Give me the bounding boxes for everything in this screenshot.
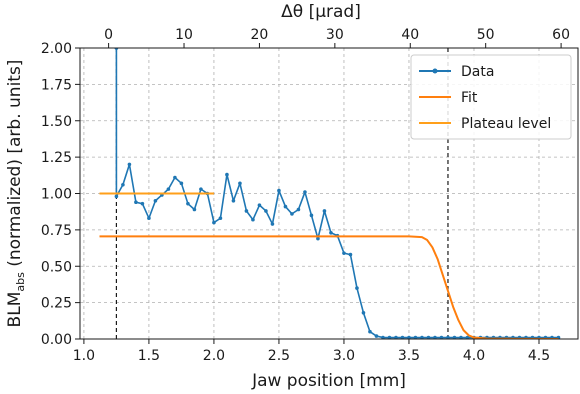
legend-label: Fit: [461, 90, 478, 106]
data-point: [238, 181, 242, 186]
data-point: [322, 209, 327, 213]
y-tick-label: 0.50: [41, 259, 72, 275]
data-point: [192, 207, 197, 212]
data-point: [121, 182, 125, 187]
x-axis-title: Jaw position [mm]: [251, 371, 406, 391]
data-point: [166, 187, 171, 191]
data-point: [225, 172, 229, 177]
data-point: [199, 187, 203, 191]
data-point: [426, 335, 431, 339]
legend-item: Data: [419, 64, 494, 80]
data-point: [316, 236, 320, 241]
x-tick-label: 1.5: [138, 348, 160, 364]
data-point: [153, 198, 158, 203]
data-point: [114, 194, 119, 199]
data-point: [329, 230, 333, 235]
x-tick-label: 2.5: [268, 348, 290, 364]
data-point: [452, 335, 457, 339]
y-axis-title-rest: (normalized) [arb. units]: [5, 60, 25, 273]
data-point: [361, 311, 366, 315]
series-fit: [99, 235, 559, 339]
legend-item: Fit: [419, 90, 478, 106]
data-point: [290, 212, 294, 216]
data-point: [140, 201, 145, 206]
legend-item: Plateau level: [419, 116, 551, 132]
data-point: [257, 203, 262, 207]
data-point: [355, 286, 359, 290]
x-tick-label: 4.0: [463, 348, 485, 364]
y-axis-title-main: BLM: [5, 292, 25, 328]
y-tick-label: 1.75: [41, 77, 72, 93]
data-point: [342, 251, 346, 255]
data-point: [283, 204, 288, 209]
data-point: [251, 217, 255, 222]
data-point: [459, 335, 463, 339]
x-tick-label: 1.0: [73, 348, 95, 364]
data-point: [244, 209, 249, 213]
data-point: [231, 198, 236, 203]
y-tick-label: 1.25: [41, 150, 72, 166]
legend-box: [410, 54, 572, 140]
data-point: [296, 207, 301, 212]
top-axis-title: Δθ [μrad]: [281, 2, 361, 22]
data-point: [218, 216, 223, 221]
data-point: [381, 335, 385, 339]
data-point: [147, 216, 151, 221]
data-point: [413, 335, 418, 339]
y-axis-title-subscript: abs: [14, 272, 27, 292]
data-point: [134, 200, 138, 205]
top-x-tick-label: 50: [477, 27, 495, 43]
data-point: [387, 335, 392, 339]
data-point: [368, 329, 372, 334]
y-tick-label: 0.25: [41, 296, 72, 312]
top-x-tick-label: 40: [401, 27, 419, 43]
legend: Data Fit Plateau level: [410, 54, 572, 140]
top-x-tick-label: 10: [175, 27, 193, 43]
data-point: [446, 335, 450, 339]
y-tick-label: 1.50: [41, 114, 72, 130]
data-point: [264, 209, 268, 213]
data-point: [420, 335, 424, 339]
legend-marker: [432, 68, 438, 74]
series-layer: [99, 48, 561, 339]
data-point: [212, 220, 216, 225]
data-point: [348, 252, 353, 257]
y-tick-label: 0.00: [41, 332, 72, 348]
data-point: [439, 335, 444, 339]
y-tick-label: 1.00: [41, 187, 72, 203]
y-tick-label: 2.00: [41, 41, 72, 57]
data-point: [309, 213, 314, 218]
data-point: [374, 334, 379, 338]
y-axis-title: BLMabs (normalized) [arb. units]: [5, 60, 27, 328]
top-x-tick-label: 0: [104, 27, 113, 43]
data-point: [303, 190, 307, 194]
x-tick-label: 4.5: [528, 348, 550, 364]
x-tick-label: 3.0: [333, 348, 355, 364]
y-tick-label: 0.75: [41, 223, 72, 239]
data-point: [407, 335, 411, 339]
x-tick-label: 2.0: [203, 348, 225, 364]
top-x-tick-label: 60: [552, 27, 570, 43]
data-point: [394, 335, 398, 339]
legend-label: Plateau level: [461, 116, 551, 132]
top-x-tick-label: 20: [251, 27, 269, 43]
data-point: [127, 162, 132, 167]
data-point: [465, 335, 470, 339]
top-x-tick-label: 30: [326, 27, 344, 43]
tick-labels: 1.0 1.5 2.0 2.5 3.0 3.5 4.0 4.5 0.00 0.25 0.50 0.75…: [41, 27, 570, 364]
data-point: [400, 335, 405, 339]
data-point: [277, 188, 281, 193]
series-line: [99, 235, 559, 339]
data-point: [270, 222, 275, 226]
data-point: [179, 181, 184, 186]
tick-marks: [75, 43, 562, 344]
legend-label: Data: [461, 64, 494, 80]
data-point: [186, 201, 190, 206]
data-point: [433, 335, 437, 339]
x-tick-label: 3.5: [398, 348, 420, 364]
data-point: [173, 175, 177, 180]
